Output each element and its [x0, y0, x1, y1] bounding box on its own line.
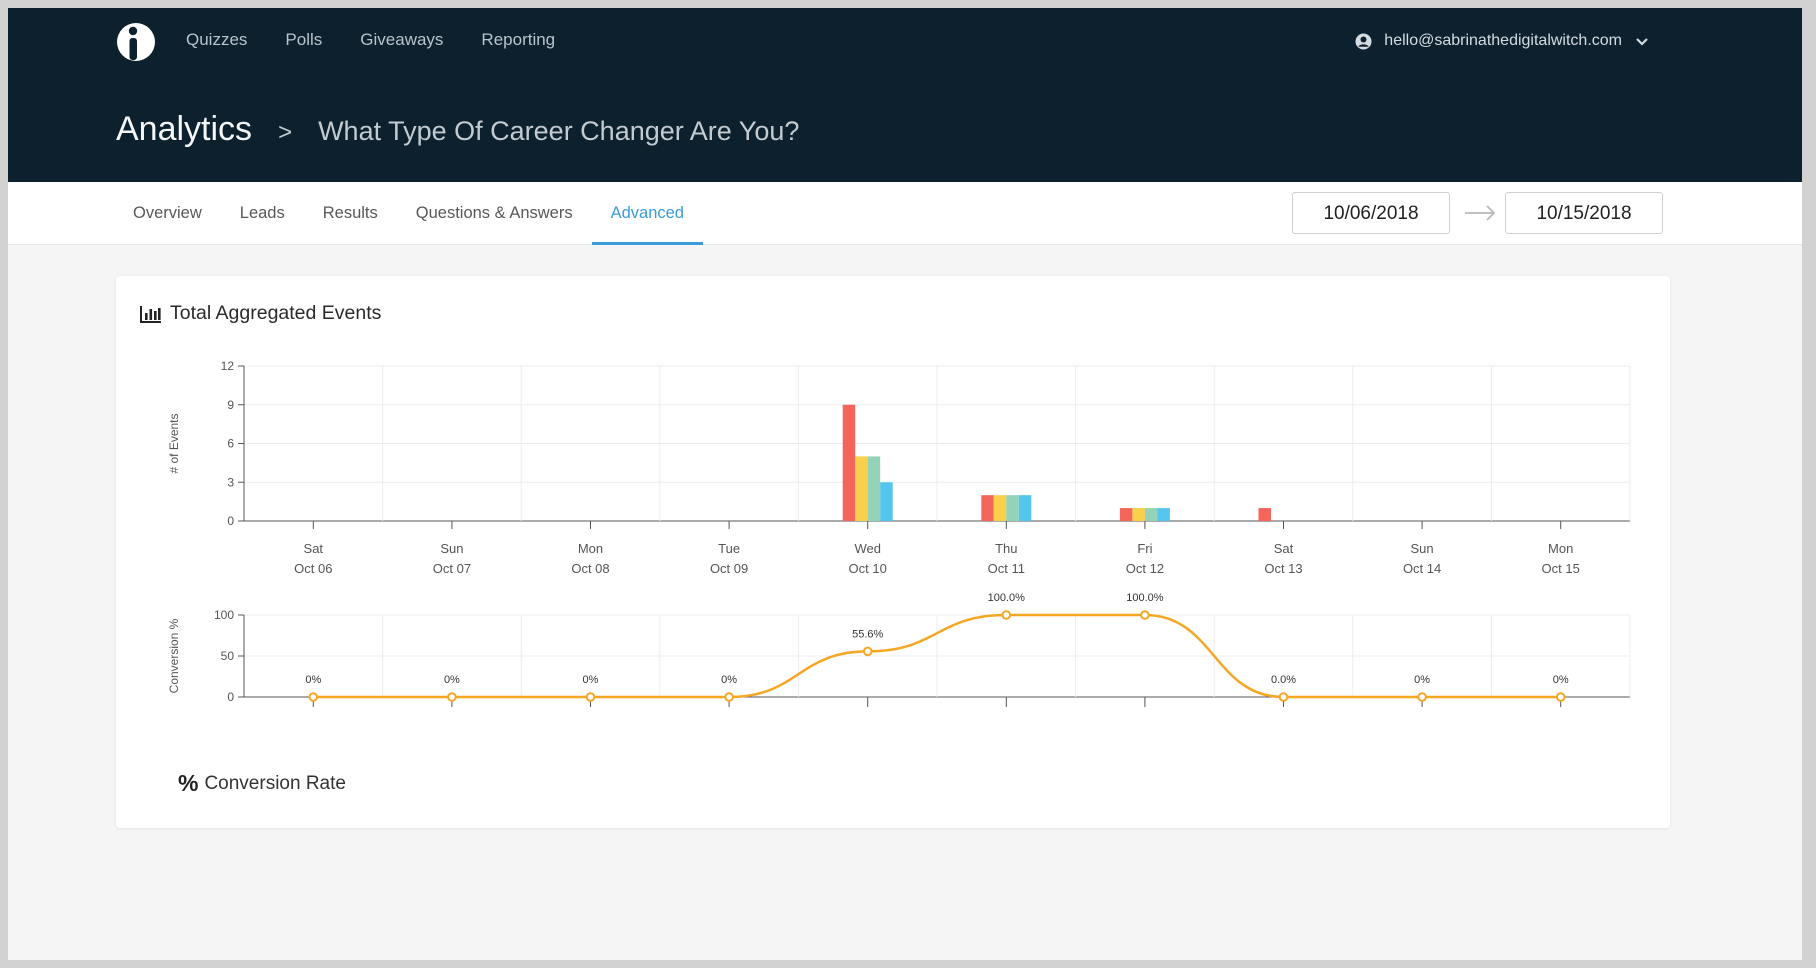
line-y-tick-label: 0 — [227, 690, 234, 704]
conversion-point — [1278, 692, 1289, 702]
bar-x-day-label: Thu — [995, 541, 1017, 556]
bar — [880, 482, 893, 521]
conversion-data-label: 100.0% — [1126, 592, 1164, 604]
bar — [1258, 508, 1271, 521]
line-y-tick-label: 100 — [214, 608, 234, 622]
conversion-rate-label: Conversion Rate — [204, 772, 346, 794]
bar-x-day-label: Sat — [304, 541, 324, 556]
bar-x-day-label: Sun — [440, 541, 463, 556]
start-date-field[interactable]: 10/06/2018 — [1292, 192, 1450, 234]
app-window: Quizzes Polls Giveaways Reporting hello@… — [8, 8, 1802, 960]
bar-x-date-label: Oct 08 — [571, 561, 609, 576]
percent-icon: % — [178, 770, 199, 796]
bar-chart-icon — [140, 305, 161, 323]
end-date-field[interactable]: 10/15/2018 — [1505, 192, 1663, 234]
bar-x-day-label: Sat — [1274, 541, 1294, 556]
bar-x-day-label: Mon — [1548, 541, 1573, 556]
chevron-down-icon[interactable] — [1634, 33, 1650, 49]
panel-title-text: Total Aggregated Events — [170, 302, 382, 324]
bar — [1006, 495, 1019, 521]
bar-x-day-label: Tue — [718, 541, 740, 556]
bar-x-date-label: Oct 11 — [988, 561, 1025, 576]
bar-x-day-label: Wed — [854, 541, 881, 556]
bar-y-tick-label: 3 — [227, 475, 234, 489]
bar — [1018, 495, 1032, 521]
conversion-point — [308, 692, 319, 702]
conversion-point — [862, 646, 873, 657]
tab-advanced[interactable]: Advanced — [591, 182, 703, 245]
conversion-rate-legend[interactable]: % Conversion Rate — [178, 770, 346, 797]
bar — [1144, 508, 1158, 521]
bar-y-axis-label: # of Events — [167, 413, 181, 473]
top-navigation-bar: Quizzes Polls Giveaways Reporting hello@… — [8, 8, 1802, 182]
bar-x-date-label: Oct 14 — [1403, 561, 1441, 576]
tab-results[interactable]: Results — [322, 204, 378, 222]
bar — [1157, 508, 1170, 521]
bar — [1119, 508, 1133, 521]
bar-x-date-label: Oct 07 — [433, 561, 471, 576]
line-y-tick-label: 50 — [221, 649, 235, 663]
arrow-right-icon — [1465, 205, 1496, 221]
conversion-point — [724, 692, 734, 702]
tab-leads[interactable]: Leads — [239, 204, 285, 222]
conversion-data-label: 0% — [583, 674, 599, 686]
bar-y-tick-label: 12 — [221, 359, 235, 373]
conversion-point — [447, 692, 457, 702]
conversion-data-label: 0% — [305, 674, 321, 686]
user-icon — [1355, 33, 1372, 49]
conversion-point — [1417, 692, 1427, 702]
conversion-line — [313, 613, 1561, 699]
tab-bar: Overview Leads Results Questions & Answe… — [8, 182, 1802, 245]
tab-questions-answers[interactable]: Questions & Answers — [415, 204, 573, 222]
bar-y-tick-label: 6 — [227, 437, 234, 451]
bar — [993, 495, 1007, 521]
page-title-quiz: What Type Of Career Changer Are You? — [318, 116, 800, 146]
conversion-data-label: 100.0% — [988, 592, 1026, 604]
bar — [981, 495, 994, 521]
analytics-tabs: Overview Leads Results Questions & Answe… — [114, 182, 703, 245]
conversion-point — [585, 692, 596, 702]
user-menu[interactable]: hello@sabrinathedigitalwitch.com — [1355, 32, 1650, 50]
nav-quizzes[interactable]: Quizzes — [186, 30, 248, 49]
user-email: hello@sabrinathedigitalwitch.com — [1384, 32, 1622, 49]
bar — [842, 404, 856, 521]
events-panel: Total Aggregated Events 0 3 6 9 12 Sat Oct 06 S… — [116, 276, 1670, 828]
page-title-main[interactable]: Analytics — [116, 110, 253, 148]
bar-x-day-label: Mon — [578, 541, 603, 556]
conversion-data-label: 55.6% — [852, 628, 883, 640]
bar-x-date-label: Oct 06 — [294, 561, 332, 576]
conversion-data-label: 0% — [444, 674, 460, 686]
conversion-data-label: 0% — [1414, 674, 1430, 686]
conversion-point — [1001, 610, 1012, 620]
bar — [1132, 508, 1145, 521]
conversion-data-label: 0% — [1553, 674, 1569, 686]
events-chart: 0 3 6 9 12 Sat Oct 06 Sun Oct 07 Mon Oct 08 Tue Oct … — [167, 359, 1631, 707]
bar-x-date-label: Oct 13 — [1264, 561, 1302, 576]
bar-x-date-label: Oct 12 — [1126, 561, 1164, 576]
bar — [855, 456, 868, 521]
tab-overview[interactable]: Overview — [133, 204, 202, 222]
bar-x-day-label: Sun — [1411, 541, 1434, 556]
line-y-axis-label: Conversion % — [167, 618, 181, 693]
bar-x-date-label: Oct 09 — [710, 561, 748, 576]
conversion-data-label: 0% — [721, 674, 737, 686]
nav-giveaways[interactable]: Giveaways — [360, 30, 444, 49]
bar-y-tick-label: 9 — [227, 398, 234, 412]
conversion-point — [1140, 610, 1150, 620]
conversion-data-label: 0.0% — [1271, 674, 1296, 686]
bar — [867, 456, 881, 521]
bar-x-date-label: Oct 15 — [1542, 561, 1580, 576]
top-nav: Quizzes Polls Giveaways Reporting — [186, 30, 555, 50]
nav-polls[interactable]: Polls — [285, 30, 323, 49]
app-logo-icon[interactable] — [116, 20, 156, 64]
bar-x-day-label: Fri — [1137, 541, 1152, 556]
bar-x-date-label: Oct 10 — [849, 561, 887, 576]
page-title: Analytics > What Type Of Career Changer … — [116, 110, 799, 149]
conversion-point — [1555, 692, 1566, 702]
bar-y-tick-label: 0 — [227, 514, 234, 528]
nav-reporting[interactable]: Reporting — [481, 30, 556, 49]
breadcrumb-separator: > — [278, 119, 293, 146]
panel-title: Total Aggregated Events — [140, 302, 381, 325]
